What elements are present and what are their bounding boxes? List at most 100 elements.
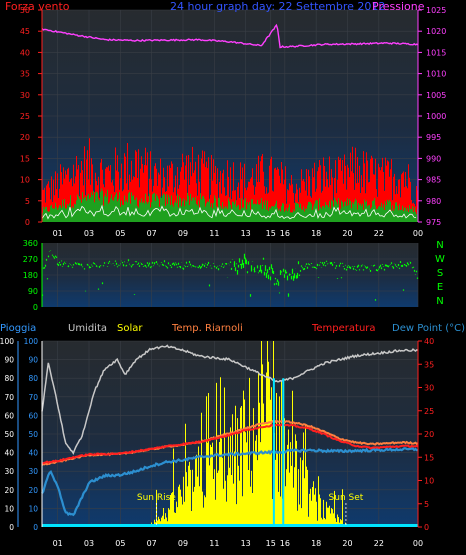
panel3-umidita-tick-label: 0 — [33, 523, 38, 532]
panel1-x-tick-label: 13 — [241, 229, 251, 238]
panel3-legend-item: Temp. Riarnoli — [171, 323, 243, 334]
panel3-legend-item: Temperatura — [311, 323, 376, 334]
panel3-annotations: Sun Rise Sun Set — [137, 493, 364, 527]
panel3-umidita-tick-label: 90 — [28, 356, 38, 365]
panel3-x-tick-label: 07 — [147, 539, 157, 548]
panel3-pioggia-tick-label: 0 — [9, 523, 14, 532]
panel2-grid — [42, 243, 419, 307]
panel3-x-tick-label: 22 — [374, 539, 384, 548]
panel1-left-tick-label: 45 — [20, 27, 30, 36]
panel1-x-tick-label: 03 — [84, 229, 94, 238]
panel3-umidita-tick-label: 30 — [28, 467, 38, 476]
panel3-legend-item: Pioggia — [0, 323, 36, 334]
panel1-left-axis-title: Forza vento — [5, 0, 70, 13]
panel1-right-tick-label: 1025 — [426, 6, 446, 15]
umidita-series — [41, 344, 419, 456]
panel1-x-tick-label: 07 — [147, 229, 157, 238]
panel2-compass-label: E — [437, 282, 443, 293]
panel1-left-tick-label: 20 — [20, 133, 30, 142]
dewpoint-series — [41, 447, 418, 517]
panel3-legend: Pioggia Umidita Solar Temp. Riarnoli Tempera… — [0, 323, 465, 334]
panel3-pioggia-tick-label: 10 — [4, 504, 14, 513]
panel3-temp-tick-label: 10 — [424, 477, 434, 486]
panel1-right-tick-label: 995 — [426, 133, 441, 142]
panel3-pioggia-tick-label: 50 — [4, 430, 14, 439]
panel3-umidita-tick-label: 40 — [28, 449, 38, 458]
panel2-left-tick-label: 270 — [23, 255, 38, 264]
panel1-right-tick-label: 980 — [426, 197, 441, 206]
panel3-temp-ticks: 0 5 10 15 20 25 30 35 40 — [418, 337, 434, 532]
panel1-right-tick-label: 985 — [426, 176, 441, 185]
panel3-x-tick-label: 11 — [209, 539, 219, 548]
panel1-x-tick-label: 11 — [209, 229, 219, 238]
panel3-pioggia-tick-label: 30 — [4, 467, 14, 476]
panel1-left-tick-label: 5 — [25, 197, 30, 206]
panel3-x-tick-label: 20 — [342, 539, 352, 548]
panel3-temp-tick-label: 5 — [424, 500, 429, 509]
panel3-x-tick-label: 01 — [53, 539, 63, 548]
panel3-temp-tick-label: 15 — [424, 453, 434, 462]
panel3-temp-tick-label: 25 — [424, 407, 434, 416]
panel3-umidita-ticks: 0 10 20 30 40 50 60 70 80 90 100 — [24, 337, 39, 532]
panel1-right-tick-label: 1010 — [426, 70, 446, 79]
panel3-temp-tick-label: 30 — [424, 384, 434, 393]
panel3-temp-tick-label: 40 — [424, 337, 434, 346]
panel3-pioggia-tick-label: 80 — [4, 374, 14, 383]
panel3-legend-item: Solar — [117, 323, 143, 334]
panel3-umidita-tick-label: 20 — [28, 486, 38, 495]
wind-min-series — [41, 204, 417, 220]
panel1-right-axis-title: Pressione — [372, 0, 425, 13]
panel1-right-tick-label: 1020 — [426, 27, 446, 36]
panel3-x-tick-label: 05 — [115, 539, 125, 548]
panel2-left-tick-label: 90 — [28, 287, 38, 296]
sun-annotation: Sun Rise — [137, 493, 176, 503]
panel1-right-tick-label: 990 — [426, 154, 441, 163]
panel2-left-tick-label: 0 — [33, 303, 38, 312]
panel3-umidita-tick-label: 100 — [24, 337, 39, 346]
panel1-right-tick-label: 1015 — [426, 48, 446, 57]
panel3-umidita-tick-label: 70 — [28, 393, 38, 402]
panel3-pioggia-tick-label: 40 — [4, 449, 14, 458]
panel1-x-ticks: 01 03 05 07 09 11 13 15 16 18 20 22 00 — [53, 229, 424, 238]
panel3-x-ticks: 01 03 05 07 09 11 13 15 16 18 20 22 00 — [53, 539, 424, 548]
panel3-pioggia-tick-label: 70 — [4, 393, 14, 402]
panel1-x-tick-label: 09 — [178, 229, 188, 238]
sun-annotation: Sun Set — [329, 493, 364, 503]
panel2-compass-label: N — [436, 296, 443, 307]
panel3-umidita-tick-label: 60 — [28, 411, 38, 420]
panel3-temp-tick-label: 0 — [424, 523, 429, 532]
panel3-x-tick-label: 09 — [178, 539, 188, 548]
panel3-legend-item: Dew Point (°C) — [392, 323, 465, 334]
panel3-x-tick-label: 03 — [84, 539, 94, 548]
panel1-x-tick-label: 18 — [311, 229, 321, 238]
panel1-left-tick-label: 35 — [20, 70, 30, 79]
panel3-umidita-tick-label: 50 — [28, 430, 38, 439]
panel1-x-tick-label: 16 — [280, 229, 290, 238]
panel3-pioggia-tick-label: 60 — [4, 411, 14, 420]
panel1-left-tick-label: 25 — [20, 112, 30, 121]
panel3-x-tick-label: 18 — [311, 539, 321, 548]
temperatura-series — [42, 423, 419, 465]
panel1-x-tick-label: 01 — [53, 229, 63, 238]
pressure-series — [41, 23, 419, 49]
panel2-left-ticks: 0 90 180 270 360 — [23, 239, 38, 312]
panel1-right-tick-label: 1000 — [426, 112, 446, 121]
panel1-left-tick-label: 50 — [20, 6, 30, 15]
panel2-compass-label: S — [437, 268, 443, 279]
panel3-x-tick-label: 13 — [241, 539, 251, 548]
panel3-temp-tick-label: 20 — [424, 430, 434, 439]
panel3-temp-tick-label: 35 — [424, 360, 434, 369]
panel1-right-tick-label: 1005 — [426, 91, 446, 100]
panel1-x-tick-label: 20 — [342, 229, 352, 238]
panel2-compass-label: W — [435, 254, 445, 265]
panel1-left-tick-label: 15 — [20, 154, 30, 163]
panel2-left-tick-label: 360 — [23, 239, 38, 248]
panel1-title: 24 hour graph day: 22 Settembre 2012 — [170, 0, 385, 13]
panel1-right-ticks: 975 980 985 990 995 1000 1005 1010 1015 1020 1025 — [418, 6, 446, 227]
panel1-x-tick-label: 05 — [115, 229, 125, 238]
panel1-left-tick-label: 0 — [25, 218, 30, 227]
panel3-pioggia-tick-label: 90 — [4, 356, 14, 365]
panel3-legend-item: Umidita — [68, 323, 107, 334]
